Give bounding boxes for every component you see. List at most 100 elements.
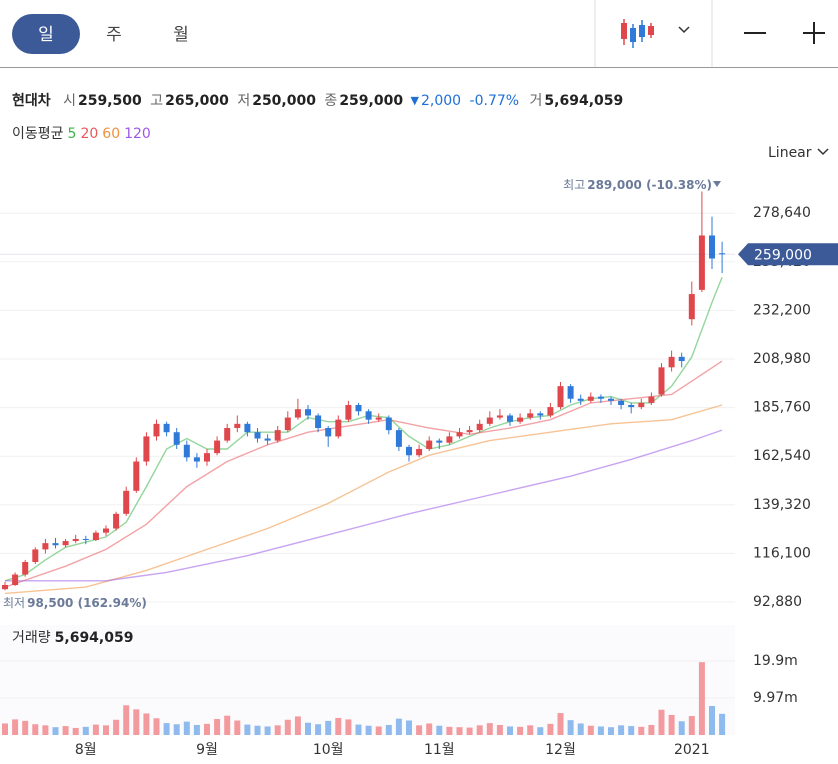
volume-bar [648,724,655,735]
zoom-in[interactable] [803,22,825,44]
volume-bar [113,719,120,735]
volume-bar [284,719,291,735]
volume-bar [72,727,79,735]
candle-body [173,432,180,445]
volume-bar [577,723,584,735]
volume-bar [193,724,200,735]
candle-body [103,528,109,533]
candle-body [12,574,19,586]
volume-value: 5,694,059 [55,630,134,646]
candle-body [365,411,372,420]
candle-body [587,396,594,401]
volume-bar [395,718,402,735]
current-price-tag [738,243,838,266]
volume-bar [668,714,675,735]
field-value: 259,500 [78,93,142,109]
moving-average [4,404,723,595]
volume-bar [325,720,332,735]
volume-bar [52,727,59,735]
candle-body [608,398,614,401]
quote-row: 현대차 시 259,500 고 265,000 저 250,000 종 259,000 … [12,93,623,109]
candle-body [133,461,140,491]
candle-body [52,543,59,546]
field-value: 5,694,059 [544,93,623,109]
candle-body [709,235,715,259]
candle-body [82,538,89,541]
candle-body [72,538,79,542]
volume-bar [62,726,69,735]
tab-day-bg[interactable] [12,14,80,54]
candle-body [325,428,332,437]
candle-body [406,446,412,456]
x-tick-label: 9월 [196,742,218,758]
x-tick-label: 11월 [424,742,455,758]
candle-body [2,585,8,590]
volume-bar [476,725,483,735]
volume-bar [143,713,150,735]
candle-body [193,457,200,462]
candle-body [517,417,524,422]
candle-body [648,396,655,403]
volume-bar [294,716,301,735]
volume-bar [355,724,362,735]
candle-body [284,417,291,431]
change-amount: 2,000 [421,93,461,109]
volume-bar [2,723,8,735]
legend-title: 이동평균 [12,126,64,142]
volume-bar [597,726,604,735]
volume-bar [658,709,665,735]
candle-body [416,448,423,456]
tab-week[interactable]: 주 [106,25,122,45]
candle-body [183,444,190,458]
candle-body [577,398,584,401]
candle-body [123,490,130,514]
volume-label: 거래량 [12,630,51,646]
volume-bar [204,723,210,735]
volume-bar [264,726,271,735]
volume-bar [224,715,231,735]
volume-title: 거래량 5,694,059 [12,630,133,646]
change-arrow: ▼ [411,94,420,107]
annotation-text: 289,000 (-10.38%) [587,178,712,192]
field-label: 종 [324,93,337,109]
volume-bar [517,726,524,735]
candle-body [234,423,241,429]
volume-bar [375,726,382,735]
candle-body [527,413,534,418]
volume-bar [446,726,453,735]
scale-chevron[interactable] [817,148,829,156]
volume-bar [719,713,726,735]
candle-body [264,438,271,441]
annotation-text: 98,500 (162.94%) [27,596,147,610]
x-tick-label: 10월 [313,742,344,758]
field-label: 고 [150,93,163,109]
volume-bar [12,719,19,735]
volume-bar [436,725,443,735]
volume-bar [153,718,160,735]
volume-bar [688,716,695,735]
high-marker [713,181,721,187]
candle-body [224,428,231,441]
volume-bar [628,726,635,735]
tab-day[interactable]: 일 [38,25,54,45]
volume-bar [638,726,645,735]
y-tick-label: 278,640 [753,205,811,221]
volume-bar [244,724,251,735]
volume-bar [103,725,109,735]
candle-body [638,402,645,408]
volume-bar [527,725,534,735]
candle-body [668,356,675,368]
volume-bar [254,725,261,735]
scale-label[interactable]: Linear [768,145,812,161]
candle-body [254,432,261,439]
candle-body [143,436,150,462]
candle-body [698,235,705,290]
y-tick-label: 232,200 [753,302,811,318]
candle-body [567,386,574,399]
y-tick-label: 19.9m [753,653,798,669]
volume-bar [315,724,322,735]
chart-type-icon[interactable] [621,19,654,48]
tab-month[interactable]: 월 [173,25,189,45]
dropdown-chevron[interactable] [678,26,690,34]
volume-bar [42,725,49,735]
